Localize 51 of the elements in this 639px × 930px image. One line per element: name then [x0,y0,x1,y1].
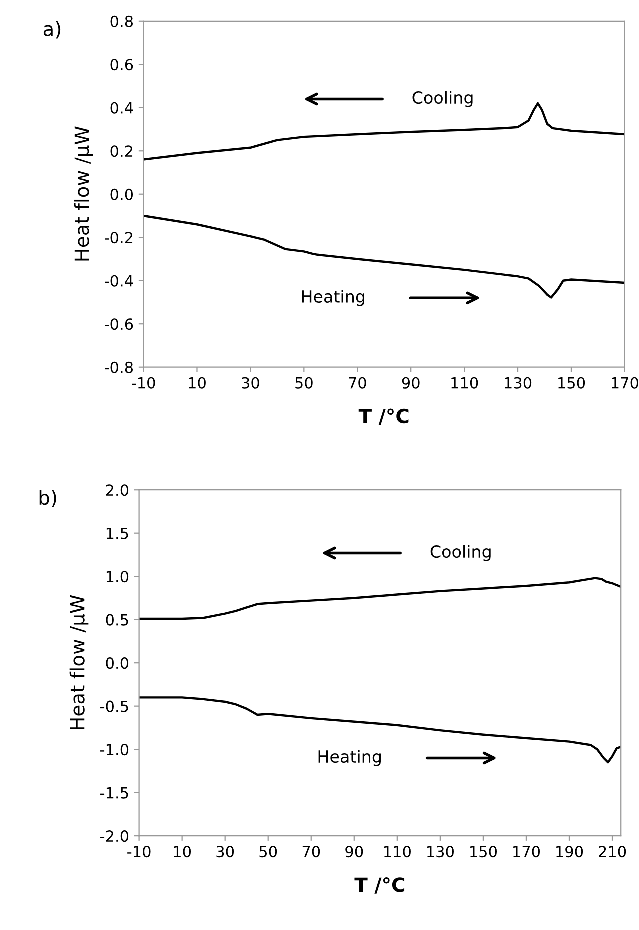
y-tick-label: -0.5 [100,700,128,712]
x-tick-label: 130 [428,846,454,858]
x-axis-title: T /°C [358,408,409,426]
x-tick-label: 50 [260,846,278,858]
x-tick-label: -10 [128,846,151,858]
y-axis-title: Heat flow /μW [74,126,94,261]
y-tick-label: 0.8 [110,16,134,28]
x-tick-label: 90 [346,846,364,858]
y-tick-label: 1.0 [106,571,129,583]
y-tick-label: -2.0 [100,830,129,842]
x-tick-label: 130 [505,377,532,389]
x-tick-label: 170 [612,377,639,389]
y-tick-label: -0.2 [104,232,133,244]
chart-title: b) [40,490,56,508]
y-tick-label: 0.0 [110,188,134,200]
y-tick-label: 0.5 [106,614,128,626]
chart-title: a) [44,21,61,39]
x-tick-label: 170 [514,846,540,858]
y-tick-label: -0.6 [104,318,134,330]
x-tick-label: 30 [216,846,234,858]
x-tick-label: 50 [296,377,313,389]
x-tick-label: -10 [132,377,156,389]
x-tick-label: 70 [302,846,320,858]
y-axis-title: Heat flow /μW [70,595,89,730]
x-tick-label: 210 [599,846,626,858]
y-tick-label: 0.6 [110,59,134,71]
x-axis-title: T /°C [354,877,405,894]
x-tick-label: 90 [402,377,420,389]
y-tick-label: 0.0 [106,658,129,670]
y-tick-label: -1.5 [100,787,128,799]
x-tick-label: 110 [384,846,411,858]
y-tick-label: 2.0 [106,484,129,496]
x-tick-label: 30 [242,377,260,389]
x-tick-label: 10 [174,846,192,858]
x-tick-label: 70 [349,377,366,389]
y-tick-label: 0.2 [110,146,133,158]
x-tick-label: 190 [556,846,584,858]
annotation: Heating [318,750,381,766]
annotation: Cooling [430,545,491,562]
y-tick-label: 0.4 [110,102,134,114]
y-tick-label: -0.8 [104,362,134,374]
line-series [139,577,622,620]
annotation: Cooling [412,91,473,108]
x-tick-label: 10 [189,377,206,389]
x-tick-label: 150 [558,377,586,389]
y-tick-label: -0.4 [104,275,134,287]
y-tick-label: 1.5 [106,528,128,540]
x-tick-label: 150 [470,846,498,858]
annotation: Heating [302,290,364,306]
x-tick-label: 110 [452,377,478,389]
y-tick-label: -1.0 [100,744,129,756]
